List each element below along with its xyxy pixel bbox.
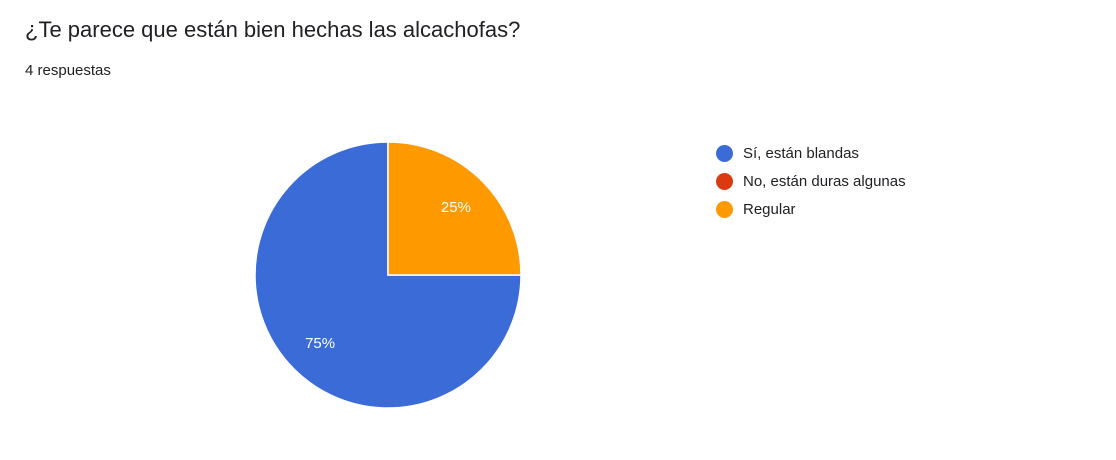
pie-chart: 75% 25% — [254, 141, 522, 409]
legend: Sí, están blandas No, están duras algunas… — [716, 139, 906, 223]
legend-item-label: No, están duras algunas — [743, 172, 906, 190]
response-count: 4 respuestas — [25, 62, 111, 79]
legend-color-dot — [716, 144, 733, 162]
legend-item-label: Regular — [743, 200, 796, 218]
pie-slice-2 — [387, 141, 522, 276]
legend-color-dot — [716, 172, 733, 190]
legend-item-1: No, están duras algunas — [716, 167, 906, 195]
legend-item-label: Sí, están blandas — [743, 144, 859, 162]
question-title: ¿Te parece que están bien hechas las alc… — [25, 17, 521, 42]
legend-item-2: Regular — [716, 195, 906, 223]
slice-percent-label: 75% — [305, 335, 335, 352]
slice-percent-label: 25% — [441, 199, 471, 216]
legend-color-dot — [716, 200, 733, 218]
legend-item-0: Sí, están blandas — [716, 139, 906, 167]
